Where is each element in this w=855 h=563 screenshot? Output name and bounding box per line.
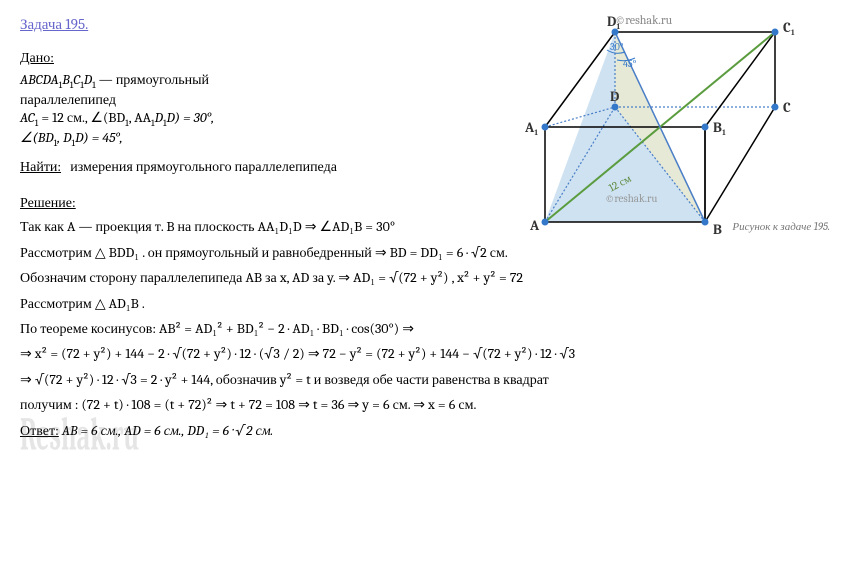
solution-line-7: ⇒ √(72 + y²) · 12 · √3 = 2 · y² + 144, о… (20, 369, 835, 391)
svg-text:A₁: A₁ (524, 119, 538, 136)
svg-text:D: D (610, 88, 619, 105)
svg-text:45°: 45° (623, 58, 637, 70)
svg-text:©reshak.ru: ©reshak.ru (615, 13, 673, 27)
solution-line-3: Обозначим сторону параллелепипеда AB за … (20, 267, 835, 289)
svg-text:B: B (713, 221, 722, 238)
solution-line-8: получим : (72 + t) · 108 = (t + 72)² ⇒ t… (20, 394, 835, 416)
svg-text:C₁: C₁ (783, 19, 795, 36)
watermark-bottom: Reshak.ru (20, 408, 139, 462)
dano-header: Дано: (20, 49, 440, 67)
svg-text:30°: 30° (610, 41, 624, 53)
solution-line-5: По теореме косинусов: AB² = AD₁² + BD₁² … (20, 318, 835, 340)
svg-text:B₁: B₁ (713, 119, 726, 136)
solution-line-4: Рассмотрим △ AD₁B . (20, 293, 835, 315)
solution-line-6: ⇒ x² = (72 + y²) + 144 − 2 · √(72 + y²) … (20, 343, 835, 365)
otvet-block: Ответ: AB = 6 см., AD = 6 см., DD₁ = 6 ·… (20, 420, 835, 442)
naiti-header: Найти: (20, 158, 61, 175)
naiti-block: Найти: измерения прямоугольного параллел… (20, 158, 440, 176)
svg-text:©reshak.ru: ©reshak.ru (605, 192, 657, 205)
svg-text:C: C (783, 99, 791, 116)
svg-text:A: A (529, 217, 540, 234)
dano-content: ABCDA1B1C1D1 — прямоугольный параллелепи… (20, 71, 440, 148)
parallelepiped-diagram: ABCDA₁B₁C₁D₁ 30° 45° 12 см ©reshak.ru ©r… (485, 12, 825, 252)
diagram-caption: Рисунок к задаче 195. (732, 220, 830, 233)
